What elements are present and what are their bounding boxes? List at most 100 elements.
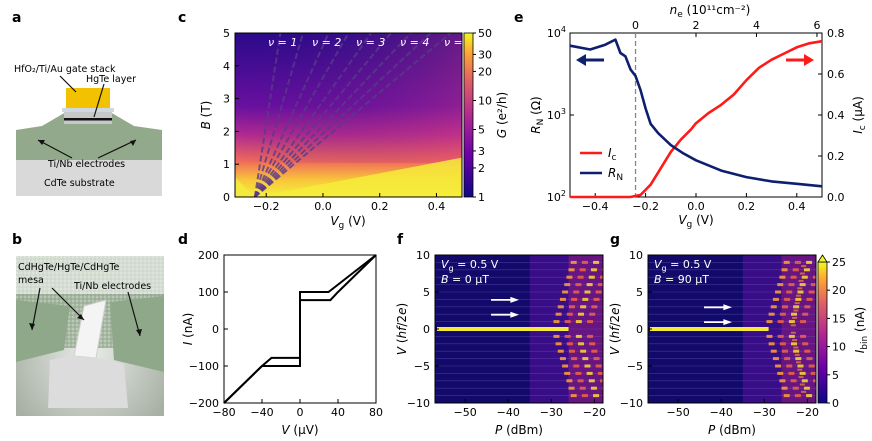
panel-e-rn-curve: [569, 38, 823, 188]
panel-c-landau-fan-line: [253, 33, 350, 197]
panel-d-x-tick-label: 40: [331, 406, 345, 419]
pointer-line-electrode-left: [37, 139, 73, 159]
panel-g-shapiro-step-mark: [786, 364, 793, 368]
panel-f-shapiro-step-mark: [591, 349, 598, 353]
panel-g-shapiro-step-mark: [801, 275, 808, 279]
panel-c-colorbar-tick-label: 3: [478, 145, 485, 158]
pointer-line-sem-electrode: [127, 291, 141, 337]
panel-g-shapiro-step-mark: [797, 290, 804, 294]
panel-g-shapiro-step-mark: [786, 290, 793, 294]
panel-g-step-arrowhead-icon: [723, 319, 732, 326]
panel-g-half-step-mark: [798, 376, 804, 379]
panel-g-shapiro-step-mark: [795, 357, 802, 361]
panel-e-y-left-tick-label: 102: [547, 189, 566, 204]
panel-g-shapiro-step-mark: [779, 275, 786, 279]
panel-f-shapiro-step-mark: [559, 297, 566, 301]
sem-mesa-left: [16, 300, 70, 362]
panel-f-y-tick-label: −5: [414, 360, 430, 373]
mesa-block: [64, 110, 112, 124]
panel-g-shapiro-step-mark: [797, 364, 804, 368]
panel-c-landau-fan-line: [254, 33, 453, 197]
label-cdte-substrate: CdTe substrate: [44, 178, 115, 189]
panel-f-shapiro-step-mark: [564, 334, 571, 338]
panel-g-shapiro-step-mark: [808, 364, 815, 368]
panel-g-half-step-mark: [790, 331, 796, 334]
panel-g-shapiro-step-mark: [803, 386, 810, 390]
arrowhead-icon: [136, 329, 142, 336]
panel-g-colorbar-tick-label: 25: [832, 256, 846, 269]
panel-f-shapiro-step-mark: [568, 349, 575, 353]
panel-e-y-left-axis-label: RN (Ω): [529, 96, 546, 133]
panel-g-half-step-mark: [801, 265, 807, 268]
panel-g-shapiro-step-mark: [784, 357, 791, 361]
panel-f-x-tick-label: −20: [583, 406, 606, 419]
panel-f-shapiro-step-mark: [571, 297, 578, 301]
panel-g-shapiro-step-mark: [775, 290, 782, 294]
arrowhead-icon: [38, 140, 45, 145]
panel-g-colorbar: [817, 261, 828, 404]
panel-f-shapiro-step-mark: [591, 305, 598, 309]
panel-f-shapiro-step-mark: [599, 275, 603, 279]
panel-g-colorbar-extend-icon: [817, 254, 828, 263]
panel-g-shapiro-step-mark: [781, 349, 788, 353]
pointer-line-mesa-a: [31, 287, 41, 331]
panel-g-colorbar-tick-label: 5: [832, 369, 839, 382]
panel-f-shapiro-step-mark: [604, 261, 610, 264]
panel-d-x-tick-label: −80: [212, 406, 235, 419]
panel-f-shapiro-step-mark: [568, 268, 575, 272]
pointer-line-hgte: [93, 83, 105, 118]
panel-e-chart: −0.4 −0.2 0.0 0.2 0.4 102 103 104 0.0 0.2 0.4 0.6 0.…: [529, 3, 868, 230]
panel-g-shapiro-step-mark: [790, 275, 797, 279]
panel-g-shapiro-step-mark: [775, 364, 782, 368]
pointer-line-electrode-right: [97, 139, 137, 159]
panel-f-shapiro-step-mark: [570, 394, 577, 398]
panel-f-x-tick-label: −30: [540, 406, 563, 419]
hgte-layer-bar: [64, 118, 112, 121]
panel-letter-f: f: [397, 232, 404, 248]
panel-g-shapiro-step-mark: [799, 371, 806, 375]
panel-c-y-tick-label: 1: [223, 158, 230, 171]
panel-d-y-tick-label: −100: [189, 360, 219, 373]
panel-g-shapiro-step-mark: [812, 379, 816, 383]
panel-g-shapiro-step-mark: [794, 260, 801, 264]
panel-f-shapiro-step-mark: [588, 379, 595, 383]
panel-f-shapiro-step-mark: [580, 305, 587, 309]
panel-letter-a: a: [12, 10, 21, 26]
sem-label-backdrop: [16, 256, 164, 294]
panel-c-colorbar: [463, 32, 474, 198]
panel-g-shapiro-step-mark: [777, 334, 784, 338]
panel-d-y-tick-label: 200: [198, 249, 219, 262]
panel-letter-g: g: [610, 232, 620, 248]
panel-f-shapiro-step-mark: [577, 275, 584, 279]
panel-e-y-right-tick-label: 0.2: [827, 150, 845, 163]
panel-f-shapiro-step-mark: [564, 371, 571, 375]
panel-d-chart: −80 −40 0 40 80 −200 −100 0 100 200 V (μV) I (nA): [181, 249, 383, 437]
panel-c-landau-fan-line: [253, 33, 282, 197]
label-ti-nb-electrodes: Ti/Nb electrodes: [47, 159, 125, 170]
panel-f-shapiro-step-mark: [562, 290, 569, 294]
panel-g-colorbar-label: Ibin (nA): [853, 307, 870, 353]
panel-f-shapiro-step-mark: [593, 260, 600, 264]
panel-c-x-tick-label: −0.2: [253, 200, 280, 213]
panel-g-colorbar-tick-label: 15: [832, 312, 846, 325]
panel-g-half-step-mark: [790, 324, 796, 327]
panel-g-shapiro-step-mark: [806, 260, 813, 264]
panel-g-y-axis-label: V (hf/2e): [608, 303, 622, 355]
panel-e-top-tick-label: 0: [632, 19, 639, 32]
panel-f-shapiro-step-mark: [584, 290, 591, 294]
panel-c-x-axis-label: Vg (V): [330, 214, 365, 231]
label-sem-electrodes: Ti/Nb electrodes: [73, 281, 151, 292]
label-mesa-line2: mesa: [18, 275, 44, 286]
panel-f-shapiro-step-mark: [575, 334, 582, 338]
panel-c-y-axis-label: B (T): [199, 101, 213, 130]
panel-e-y-left-tick-label: 104: [547, 25, 566, 40]
panel-g-y-tick-label: 0: [636, 323, 643, 336]
panel-g-shapiro-step-mark: [768, 312, 775, 316]
label-mesa-line1: CdHgTe/HgTe/CdHgTe: [18, 262, 120, 273]
panel-g-half-step-mark: [798, 279, 804, 282]
panel-g-shapiro-step-mark: [803, 268, 810, 272]
panel-c-colorbar-tick-label: 50: [478, 27, 492, 40]
panel-letter-c: c: [178, 10, 186, 26]
